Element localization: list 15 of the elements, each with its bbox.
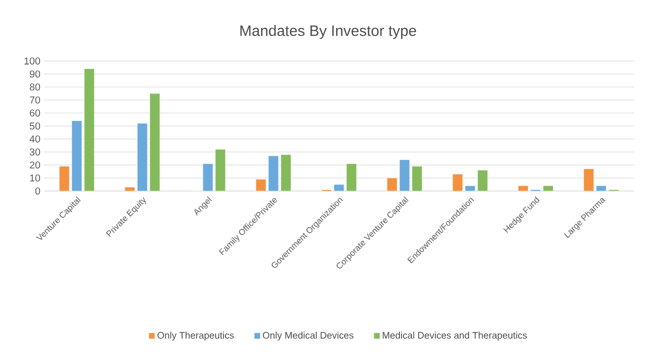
y-tick-label: 20 bbox=[30, 161, 40, 169]
y-tick-label: 70 bbox=[30, 96, 40, 104]
y-tick-label: 80 bbox=[30, 83, 40, 91]
y-tick-label: 90 bbox=[30, 70, 40, 78]
y-tick-label: 50 bbox=[30, 122, 40, 130]
y-tick-label: 40 bbox=[30, 135, 40, 143]
y-tick-label: 30 bbox=[30, 148, 40, 156]
chart-title: Mandates By Investor type bbox=[240, 25, 416, 39]
legend-label: Medical Devices and Therapeutics bbox=[382, 332, 527, 341]
y-tick-label: 60 bbox=[30, 109, 40, 117]
legend-label: Only Therapeutics bbox=[157, 332, 234, 341]
y-tick-label: 10 bbox=[30, 174, 40, 182]
y-tick-label: 0 bbox=[35, 187, 40, 195]
legend-label: Only Medical Devices bbox=[262, 332, 354, 341]
y-tick-label: 100 bbox=[24, 57, 40, 65]
